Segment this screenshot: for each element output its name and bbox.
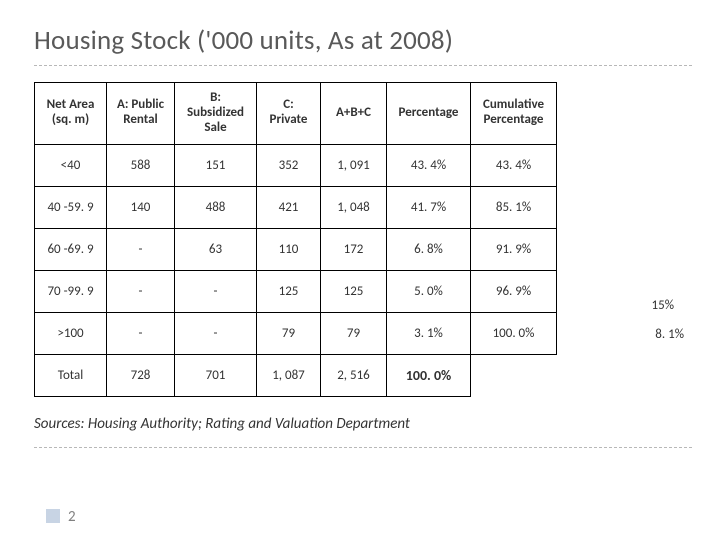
table-cell: 6. 8% [387, 228, 471, 270]
table-cell: 79 [321, 312, 387, 354]
th-public-rental: A: PublicRental [107, 83, 175, 145]
th-percentage: Percentage [387, 83, 471, 145]
table-cell: 125 [321, 270, 387, 312]
table-cell: 125 [257, 270, 321, 312]
table-cell: 96. 9% [471, 270, 557, 312]
table-cell: <40 [35, 144, 107, 186]
table-cell: 85. 1% [471, 186, 557, 228]
table-cell: 151 [175, 144, 257, 186]
table-cell: 43. 4% [471, 144, 557, 186]
table-row: 60 -69. 9-631101726. 8%91. 9% [35, 228, 557, 270]
table-cell [471, 354, 557, 396]
table-row: Total7287011, 0872, 516100. 0% [35, 354, 557, 396]
table-cell: 3. 1% [387, 312, 471, 354]
page-number: 2 [46, 508, 76, 526]
table-cell: - [107, 312, 175, 354]
th-private: C:Private [257, 83, 321, 145]
table-cell: 352 [257, 144, 321, 186]
table-row: 70 -99. 9--1251255. 0%96. 9% [35, 270, 557, 312]
table-cell: 488 [175, 186, 257, 228]
th-cum-percentage: CumulativePercentage [471, 83, 557, 145]
table-cell: 70 -99. 9 [35, 270, 107, 312]
page-title: Housing Stock ('000 units, As at 2008) [34, 24, 692, 57]
table-cell: 100. 0% [387, 354, 471, 396]
table-cell: 588 [107, 144, 175, 186]
table-cell: 43. 4% [387, 144, 471, 186]
table-cell: 172 [321, 228, 387, 270]
table-cell: - [107, 228, 175, 270]
table-row: >100--79793. 1%100. 0% [35, 312, 557, 354]
annotation-15pct: 15% [652, 298, 674, 313]
table-cell: 79 [257, 312, 321, 354]
th-abc: A+B+C [321, 83, 387, 145]
table-row: 40 -59. 91404884211, 04841. 7%85. 1% [35, 186, 557, 228]
table-cell: Total [35, 354, 107, 396]
table-cell: 91. 9% [471, 228, 557, 270]
table-cell: 701 [175, 354, 257, 396]
table-cell: 421 [257, 186, 321, 228]
annotation-8pct: 8. 1% [655, 327, 684, 342]
divider-bottom [34, 447, 692, 448]
housing-stock-table: Net Area(sq. m) A: PublicRental B:Subsid… [34, 82, 557, 397]
table-cell: 41. 7% [387, 186, 471, 228]
table-cell: 100. 0% [471, 312, 557, 354]
table-cell: 1, 087 [257, 354, 321, 396]
table-cell: 1, 091 [321, 144, 387, 186]
table-cell: - [107, 270, 175, 312]
divider-top [34, 65, 692, 66]
table-body: <405881513521, 09143. 4%43. 4%40 -59. 91… [35, 144, 557, 396]
table-cell: 1, 048 [321, 186, 387, 228]
table-cell: - [175, 270, 257, 312]
content-row: Net Area(sq. m) A: PublicRental B:Subsid… [34, 82, 692, 397]
table-cell: 5. 0% [387, 270, 471, 312]
table-cell: 60 -69. 9 [35, 228, 107, 270]
sources-text: Sources: Housing Authority; Rating and V… [34, 415, 692, 433]
table-cell: 40 -59. 9 [35, 186, 107, 228]
table-header-row: Net Area(sq. m) A: PublicRental B:Subsid… [35, 83, 557, 145]
table-cell: 140 [107, 186, 175, 228]
th-subsidized: B:SubsidizedSale [175, 83, 257, 145]
table-cell: >100 [35, 312, 107, 354]
table-cell: 63 [175, 228, 257, 270]
table-cell: 110 [257, 228, 321, 270]
table-row: <405881513521, 09143. 4%43. 4% [35, 144, 557, 186]
table-cell: 2, 516 [321, 354, 387, 396]
slide: Housing Stock ('000 units, As at 2008) N… [0, 0, 720, 540]
table-cell: 728 [107, 354, 175, 396]
th-net-area: Net Area(sq. m) [35, 83, 107, 145]
table-cell: - [175, 312, 257, 354]
